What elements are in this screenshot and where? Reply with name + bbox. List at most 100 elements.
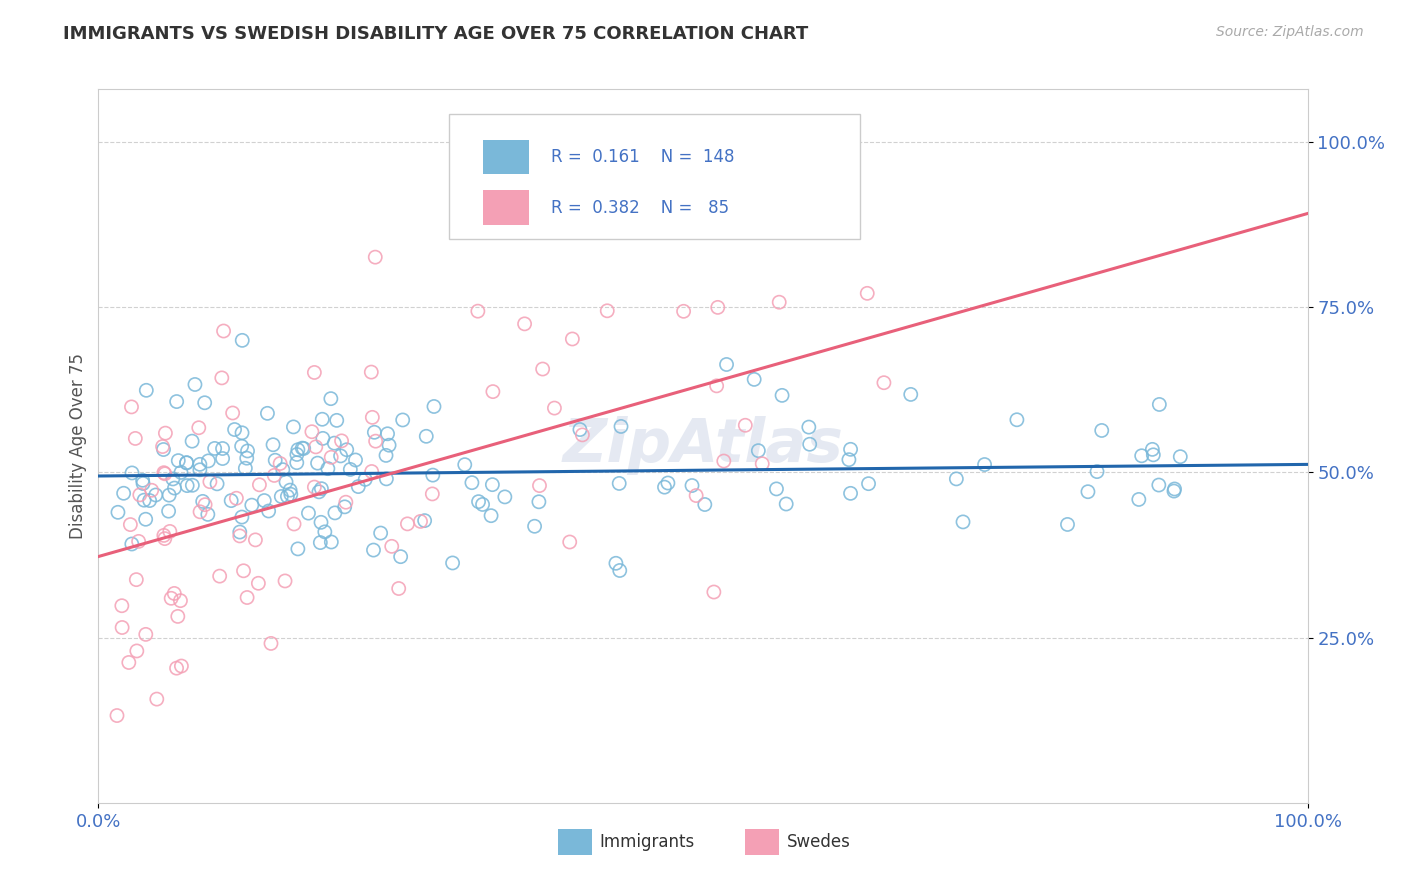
Point <box>153 466 176 480</box>
Point <box>269 457 291 471</box>
Point <box>467 494 489 508</box>
Point <box>152 440 174 454</box>
Point <box>339 462 361 476</box>
Point <box>221 406 243 420</box>
Point <box>799 437 821 451</box>
Point <box>111 620 134 634</box>
Point <box>839 486 862 500</box>
Point <box>454 458 477 472</box>
Point <box>307 456 329 470</box>
Point <box>187 421 209 435</box>
Point <box>194 498 217 512</box>
Point <box>224 423 246 437</box>
Point <box>205 476 228 491</box>
Point <box>494 490 516 504</box>
Text: Immigrants: Immigrants <box>599 833 695 851</box>
Point <box>482 384 505 399</box>
Point <box>747 443 769 458</box>
Point <box>197 508 219 522</box>
Point <box>198 475 221 489</box>
Point <box>1130 449 1153 463</box>
Y-axis label: Disability Age Over 75: Disability Age Over 75 <box>69 353 87 539</box>
Point <box>155 426 177 441</box>
Point <box>181 434 204 449</box>
Point <box>610 419 633 434</box>
Point <box>409 515 432 529</box>
Point <box>471 498 494 512</box>
Point <box>1163 484 1185 499</box>
Point <box>751 457 773 471</box>
Point <box>775 497 797 511</box>
Point <box>561 332 583 346</box>
Point <box>211 371 233 385</box>
Point <box>146 692 169 706</box>
Point <box>479 508 502 523</box>
Point <box>571 428 593 442</box>
Point <box>253 493 276 508</box>
Point <box>685 489 707 503</box>
Point <box>1085 465 1108 479</box>
Point <box>423 400 446 414</box>
Point <box>838 452 860 467</box>
Point <box>166 661 188 675</box>
Point <box>952 515 974 529</box>
Point <box>262 438 284 452</box>
Text: Swedes: Swedes <box>786 833 851 851</box>
Point <box>347 479 370 493</box>
Point <box>278 483 301 497</box>
Point <box>716 358 738 372</box>
Point <box>135 512 157 526</box>
Point <box>191 494 214 508</box>
Point <box>319 392 342 406</box>
Point <box>270 490 292 504</box>
Point <box>523 519 546 533</box>
Point <box>1128 492 1150 507</box>
Point <box>360 365 382 379</box>
Text: R =  0.382    N =   85: R = 0.382 N = 85 <box>551 199 728 217</box>
Point <box>197 454 219 468</box>
Point <box>873 376 896 390</box>
Point <box>170 659 193 673</box>
Point <box>264 453 287 467</box>
Point <box>363 543 385 558</box>
Point <box>1077 484 1099 499</box>
Point <box>323 506 346 520</box>
Point <box>605 556 627 570</box>
Point <box>900 387 922 401</box>
Point <box>153 467 176 481</box>
Point <box>323 436 346 450</box>
Point <box>333 500 356 514</box>
Point <box>121 400 143 414</box>
Point <box>531 362 554 376</box>
Point <box>973 458 995 472</box>
Point <box>1168 450 1191 464</box>
Point <box>420 487 443 501</box>
Point <box>765 482 787 496</box>
Point <box>441 556 464 570</box>
Point <box>1142 448 1164 462</box>
Point <box>132 476 155 491</box>
Point <box>181 478 204 492</box>
Point <box>292 442 315 456</box>
Point <box>233 461 256 475</box>
Point <box>169 593 191 607</box>
Point <box>329 449 352 463</box>
Point <box>513 317 536 331</box>
Point <box>396 516 419 531</box>
Point <box>945 472 967 486</box>
Point <box>364 434 387 449</box>
Point <box>706 379 728 393</box>
Point <box>389 549 412 564</box>
Point <box>276 489 298 503</box>
Point <box>204 442 226 456</box>
Text: IMMIGRANTS VS SWEDISH DISABILITY AGE OVER 75 CORRELATION CHART: IMMIGRANTS VS SWEDISH DISABILITY AGE OVE… <box>63 25 808 43</box>
Point <box>124 432 146 446</box>
Point <box>170 466 193 480</box>
Point <box>138 493 160 508</box>
Point <box>211 442 233 456</box>
Point <box>654 480 676 494</box>
Point <box>257 504 280 518</box>
Point <box>225 491 247 506</box>
Point <box>1091 424 1114 438</box>
Point <box>321 535 343 549</box>
